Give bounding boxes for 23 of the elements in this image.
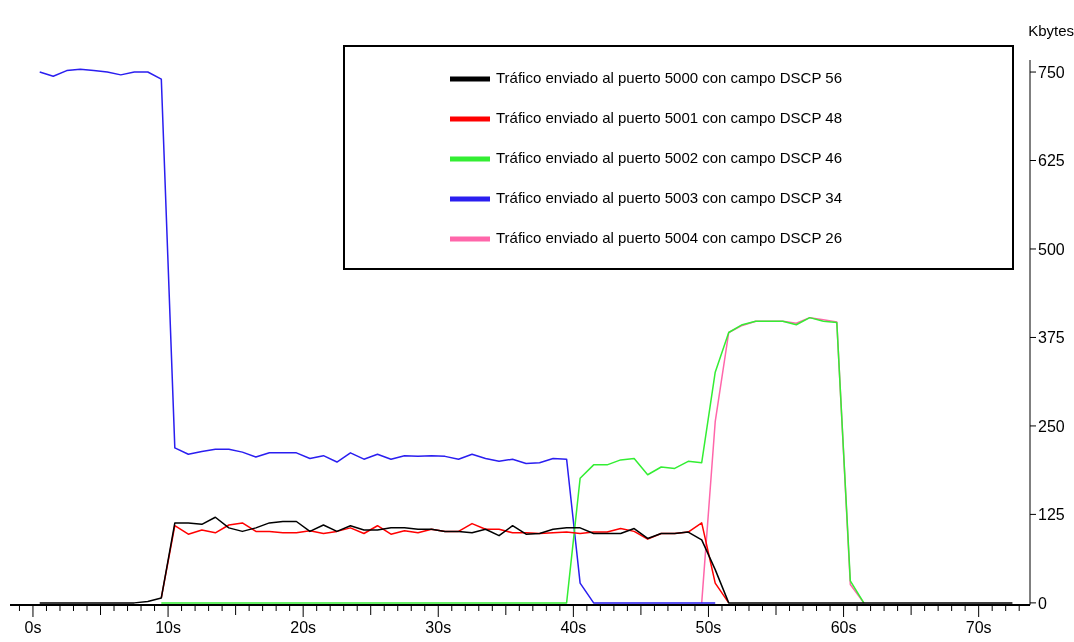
y-tick-label: 125 xyxy=(1038,506,1065,524)
y-tick-label: 625 xyxy=(1038,152,1065,170)
y-tick-label: 500 xyxy=(1038,240,1065,258)
x-tick-label: 0s xyxy=(24,619,42,636)
x-tick-label: 20s xyxy=(290,619,317,636)
line-series xyxy=(160,316,865,604)
x-tick-label: 70s xyxy=(965,619,992,636)
legend-label: Tráfico enviado al puerto 5000 con campo DSCP 56 xyxy=(496,68,843,86)
legend-label: Tráfico enviado al puerto 5003 con campo DSCP 34 xyxy=(496,188,843,206)
line-series xyxy=(160,522,730,604)
x-tick-label: 10s xyxy=(155,619,181,636)
y-tick-label: 0 xyxy=(1038,594,1047,612)
x-tick-label: 50s xyxy=(695,619,722,636)
y-tick-label: 375 xyxy=(1038,329,1065,347)
y-tick-label: 750 xyxy=(1038,63,1065,81)
legend-label: Tráfico enviado al puerto 5004 con campo DSCP 26 xyxy=(496,228,843,246)
x-tick-label: 30s xyxy=(425,619,452,636)
y-tick-label: 250 xyxy=(1038,417,1065,435)
y-axis-title: Kbytes xyxy=(1028,22,1074,39)
legend-label: Tráfico enviado al puerto 5002 con campo DSCP 46 xyxy=(496,148,843,166)
x-tick-label: 60s xyxy=(830,619,857,636)
legend-label: Tráfico enviado al puerto 5001 con campo DSCP 48 xyxy=(496,108,843,126)
x-tick-label: 40s xyxy=(560,619,587,636)
